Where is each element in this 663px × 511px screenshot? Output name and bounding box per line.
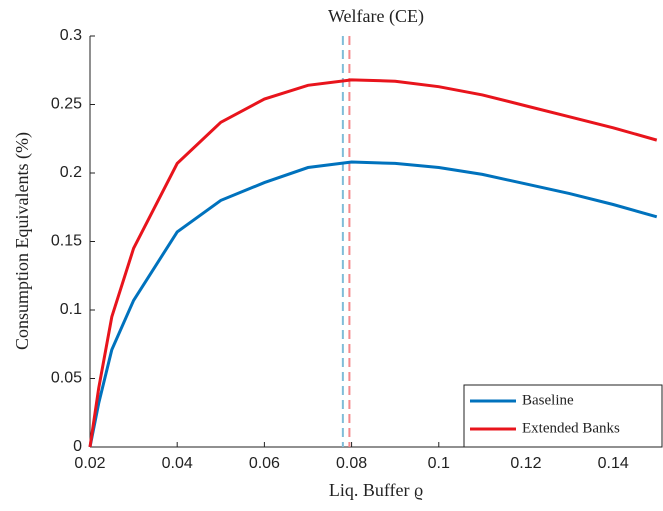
- x-axis-label: Liq. Buffer ϱ: [329, 480, 423, 500]
- x-tick-label: 0.12: [510, 455, 541, 472]
- x-tick-label: 0.08: [336, 455, 367, 472]
- y-tick-label: 0.25: [51, 96, 82, 113]
- y-tick-label: 0.2: [60, 164, 82, 181]
- legend-label: Extended Banks: [522, 420, 620, 436]
- y-tick-label: 0.1: [60, 301, 82, 318]
- y-tick-label: 0: [73, 438, 82, 455]
- series-line: [88, 78, 658, 448]
- legend-box: [463, 384, 663, 448]
- x-tick-label: 0.06: [249, 455, 280, 472]
- x-tick-label: 0.02: [74, 455, 105, 472]
- x-tick-label: 0.04: [162, 455, 193, 472]
- y-tick-label: 0.05: [51, 370, 82, 387]
- legend-label: Baseline: [522, 392, 574, 408]
- y-tick-label: 0.3: [60, 27, 82, 44]
- chart-title: Welfare (CE): [328, 6, 424, 27]
- y-axis-label: Consumption Equivalents (%): [12, 132, 33, 350]
- x-tick-label: 0.14: [598, 455, 629, 472]
- x-tick-label: 0.1: [428, 455, 450, 472]
- series-line: [88, 160, 658, 448]
- y-tick-label: 0.15: [51, 233, 82, 250]
